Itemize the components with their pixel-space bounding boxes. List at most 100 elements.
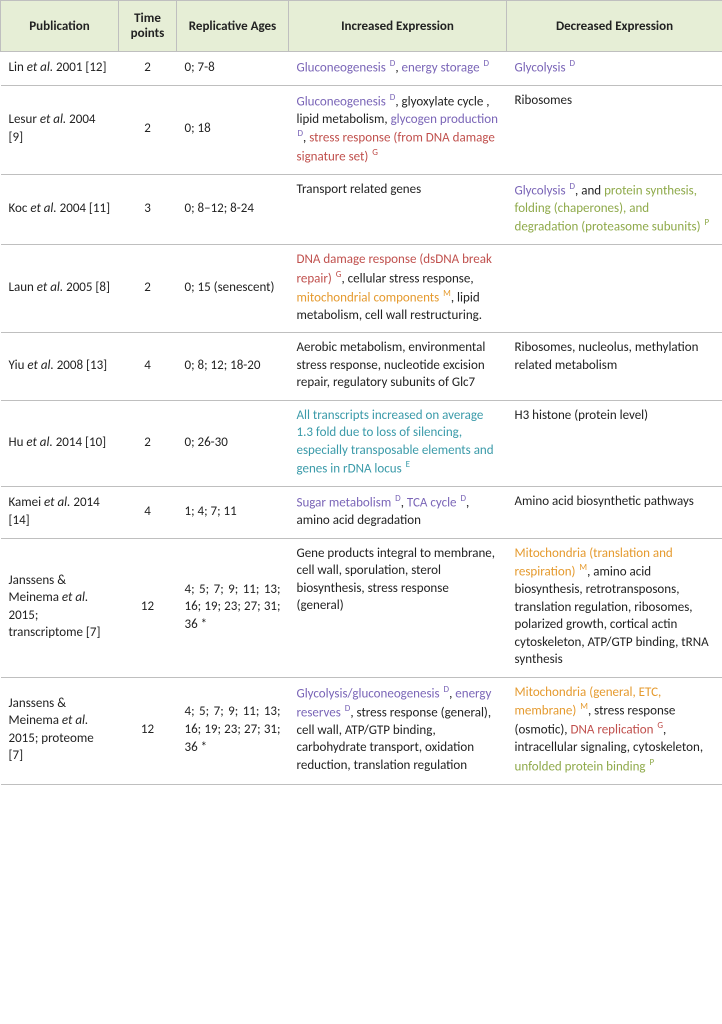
table-row: Yiu et al. 2008 [13] 4 0; 8; 12; 18-20 A… <box>1 333 722 401</box>
cell-increased: Gluconeogenesis D, glyoxylate cycle , li… <box>289 85 507 174</box>
pub-text: Yiu <box>9 358 28 373</box>
pub-text: Laun <box>9 280 37 295</box>
cell-timepoints: 3 <box>119 175 177 245</box>
cell-timepoints: 12 <box>119 677 177 784</box>
table-row: Lin et al. 2001 [12] 2 0; 7-8 Gluconeoge… <box>1 52 722 86</box>
cell-decreased: Glycolysis D, and protein synthesis, fol… <box>507 175 722 245</box>
term-silencing-loss: All transcripts increased on average 1.3… <box>297 408 494 477</box>
col-publication: Publication <box>1 1 119 52</box>
sup-M: M <box>442 288 451 299</box>
cell-timepoints: 2 <box>119 52 177 86</box>
text: , amino acid biosynthesis, retrotranspos… <box>515 565 709 668</box>
pub-text: 2014 [10] <box>53 435 106 450</box>
cell-decreased: H3 histone (protein level) <box>507 400 722 487</box>
cell-ages: 4; 5; 7; 9; 11; 13; 16; 19; 23; 27; 31; … <box>177 677 289 784</box>
pub-text: Janssens & Meinema <box>9 696 67 729</box>
col-increased: Increased Expression <box>289 1 507 52</box>
cell-publication: Lin et al. 2001 [12] <box>1 52 119 86</box>
cell-increased: Sugar metabolism D, TCA cycle D, amino a… <box>289 487 507 538</box>
pub-text: Kamei <box>9 495 45 510</box>
sup-M: M <box>578 562 587 573</box>
cell-publication: Hu et al. 2014 [10] <box>1 400 119 487</box>
cell-increased: All transcripts increased on average 1.3… <box>289 400 507 487</box>
table-row: Janssens & Meinema et al. 2015; proteome… <box>1 677 722 784</box>
cell-decreased: Ribosomes, nucleolus, methylation relate… <box>507 333 722 401</box>
cell-decreased: Ribosomes <box>507 85 722 174</box>
cell-decreased: Amino acid biosynthetic pathways <box>507 487 722 538</box>
cell-publication: Janssens & Meinema et al. 2015; proteome… <box>1 677 119 784</box>
pub-etal: et al. <box>27 358 53 373</box>
pub-text: Lin <box>9 60 27 75</box>
table-header: Publication Time points Replicative Ages… <box>1 1 722 52</box>
cell-publication: Kamei et al. 2014 [14] <box>1 487 119 538</box>
cell-publication: Yiu et al. 2008 [13] <box>1 333 119 401</box>
table-row: Koc et al. 2004 [11] 3 0; 8–12; 8-24 Tra… <box>1 175 722 245</box>
term-mitochondrial: mitochondrial components <box>297 290 443 305</box>
pub-etal: et al. <box>62 713 88 728</box>
pub-text: Lesur <box>9 112 40 127</box>
sup-E: E <box>405 459 410 470</box>
cell-decreased: Glycolysis D <box>507 52 722 86</box>
cell-publication: Lesur et al. 2004 [9] <box>1 85 119 174</box>
term-energy-storage: energy storage <box>402 60 483 75</box>
pub-etal: et al. <box>26 435 52 450</box>
cell-ages: 0; 7-8 <box>177 52 289 86</box>
cell-decreased <box>507 245 722 333</box>
cell-ages: 0; 26-30 <box>177 400 289 487</box>
pub-etal: et al. <box>62 590 88 605</box>
sup-D: D <box>569 58 576 69</box>
cell-ages: 0; 8; 12; 18-20 <box>177 333 289 401</box>
pub-text: 2015; transcriptome [7] <box>9 608 101 641</box>
cell-timepoints: 2 <box>119 400 177 487</box>
pub-etal: et al. <box>40 112 66 127</box>
cell-increased: Transport related genes <box>289 175 507 245</box>
col-timepoints: Time points <box>119 1 177 52</box>
cell-ages: 0; 15 (senescent) <box>177 245 289 333</box>
cell-increased: DNA damage response (dsDNA break repair)… <box>289 245 507 333</box>
cell-ages: 0; 8–12; 8-24 <box>177 175 289 245</box>
cell-publication: Laun et al. 2005 [8] <box>1 245 119 333</box>
term-unfolded-protein: unfolded protein binding <box>515 759 649 774</box>
pub-etal: et al. <box>27 60 53 75</box>
sup-P: P <box>704 217 710 228</box>
pub-text: 2001 [12] <box>53 60 106 75</box>
pub-etal: et al. <box>44 495 70 510</box>
cell-decreased: Mitochondria (general, ETC, membrane) M,… <box>507 677 722 784</box>
pub-text: Janssens & Meinema <box>9 573 67 606</box>
text: , cellular stress response, <box>341 271 473 286</box>
table-row: Kamei et al. 2014 [14] 4 1; 4; 7; 11 Sug… <box>1 487 722 538</box>
table-row: Hu et al. 2014 [10] 2 0; 26-30 All trans… <box>1 400 722 487</box>
cell-timepoints: 12 <box>119 538 177 677</box>
sup-D: D <box>483 58 490 69</box>
sup-P: P <box>648 757 654 768</box>
pub-text: Koc <box>9 201 31 216</box>
pub-etal: et al. <box>30 201 56 216</box>
col-ages: Replicative Ages <box>177 1 289 52</box>
term-glycolysis-gluconeogenesis: Glycolysis/gluconeogenesis <box>297 686 443 701</box>
publication-table: Publication Time points Replicative Ages… <box>0 0 722 785</box>
sup-M: M <box>579 701 588 712</box>
cell-increased: Glycolysis/gluconeogenesis D, energy res… <box>289 677 507 784</box>
term-stress-response: stress response (from DNA damage signatu… <box>297 131 495 165</box>
pub-text: 2005 [8] <box>63 280 110 295</box>
cell-decreased: Mitochondria (translation and respiratio… <box>507 538 722 677</box>
cell-ages: 0; 18 <box>177 85 289 174</box>
col-decreased: Decreased Expression <box>507 1 722 52</box>
table-row: Janssens & Meinema et al. 2015; transcri… <box>1 538 722 677</box>
table-row: Lesur et al. 2004 [9] 2 0; 18 Gluconeoge… <box>1 85 722 174</box>
cell-ages: 4; 5; 7; 9; 11; 13; 16; 19; 23; 27; 31; … <box>177 538 289 677</box>
cell-timepoints: 2 <box>119 245 177 333</box>
table-row: Laun et al. 2005 [8] 2 0; 15 (senescent)… <box>1 245 722 333</box>
cell-publication: Koc et al. 2004 [11] <box>1 175 119 245</box>
term-sugar-metabolism: Sugar metabolism <box>297 496 395 511</box>
term-dna-replication: DNA replication <box>571 723 657 738</box>
pub-text: 2015; proteome [7] <box>9 731 94 764</box>
text: , and <box>575 183 604 198</box>
pub-etal: et al. <box>37 280 63 295</box>
term-tca-cycle: TCA cycle <box>407 496 460 511</box>
term-glycolysis: Glycolysis <box>515 183 569 198</box>
term-glycolysis: Glycolysis <box>515 60 569 75</box>
pub-text: 2008 [13] <box>54 358 107 373</box>
cell-timepoints: 4 <box>119 333 177 401</box>
term-gluconeogenesis: Gluconeogenesis <box>297 60 389 75</box>
